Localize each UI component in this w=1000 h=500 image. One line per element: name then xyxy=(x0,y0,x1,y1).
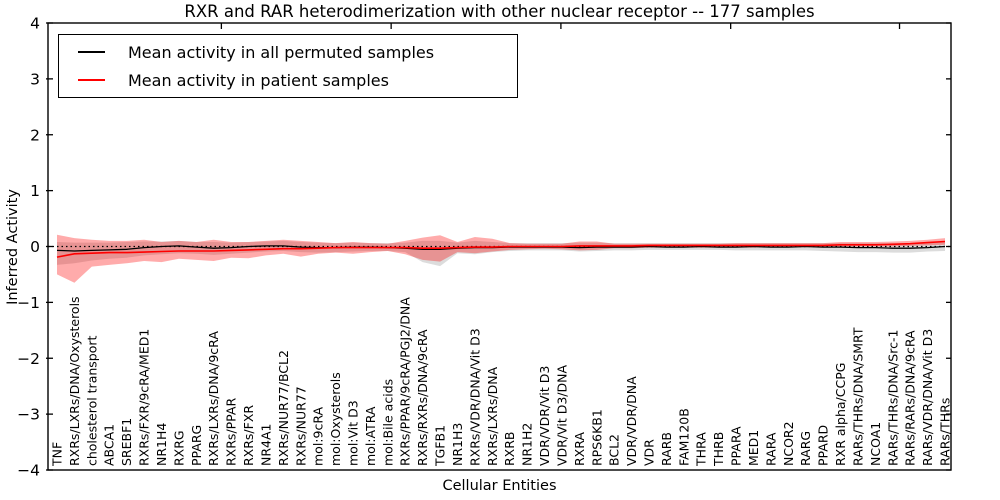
y-tick-label: −3 xyxy=(17,406,40,424)
x-category-label: mol:9cRA xyxy=(311,406,326,466)
x-category-label: FAM120B xyxy=(676,408,691,466)
y-tick-label: −4 xyxy=(17,462,40,480)
x-category-label: PPARD xyxy=(816,425,831,466)
x-category-label: RXRs/LXRs/DNA/9cRA xyxy=(206,331,221,466)
legend-line-swatch-red xyxy=(78,79,105,81)
x-category-label: RARG xyxy=(798,431,813,466)
x-category-label: VDR/Vit D3/DNA xyxy=(554,365,569,466)
legend-line-swatch-black xyxy=(78,51,105,53)
x-category-label: VDR/VDR/Vit D3 xyxy=(537,366,552,466)
x-category-label: RARA xyxy=(763,432,778,466)
x-category-label: VDR/VDR/DNA xyxy=(624,376,639,466)
x-category-label: RXRs/PPAR/9cRA/PGJ2/DNA xyxy=(398,297,413,466)
x-category-label: RXRs/LXRs/DNA/Oxysterols xyxy=(67,296,82,466)
legend-item-permuted: Mean activity in all permuted samples xyxy=(59,39,517,65)
legend-label: Mean activity in patient samples xyxy=(128,70,389,90)
x-category-label: NCOR2 xyxy=(781,421,796,466)
legend-item-patient: Mean activity in patient samples xyxy=(59,67,517,93)
x-category-label: NR1H3 xyxy=(450,423,465,466)
x-category-label: mol:Vit D3 xyxy=(346,400,361,466)
x-category-label: THRB xyxy=(711,432,726,467)
x-category-label: NR1H4 xyxy=(154,423,169,466)
x-category-label: RXRs/VDR/DNA/Vit D3 xyxy=(467,328,482,466)
x-category-label: mol:Bile acids xyxy=(380,379,395,466)
x-category-label: RXRB xyxy=(502,431,517,466)
x-category-label: RARs/THRs/DNA/SMRT xyxy=(850,327,865,466)
x-category-label: NR1H2 xyxy=(520,423,535,466)
patient-range-band xyxy=(57,234,945,283)
x-category-label: SREBF1 xyxy=(119,418,134,466)
y-tick-label: 0 xyxy=(30,238,40,256)
x-category-label: TGFB1 xyxy=(433,425,448,467)
x-category-label: RXRs/RXRs/DNA/9cRA xyxy=(415,329,430,466)
y-tick-label: 1 xyxy=(30,182,40,200)
x-category-label: RXRG xyxy=(171,430,186,466)
legend: Mean activity in all permuted samples Me… xyxy=(58,34,518,98)
legend-label: Mean activity in all permuted samples xyxy=(128,42,435,62)
x-category-label: mol:ATRA xyxy=(363,406,378,466)
x-category-label: RXR alpha/CCPG xyxy=(833,363,848,466)
x-category-label: RXRA xyxy=(572,432,587,466)
x-category-label: RXRs/PPAR xyxy=(224,398,239,466)
x-category-label: cholesterol transport xyxy=(84,335,99,466)
x-category-label: RARB xyxy=(659,432,674,466)
y-tick-label: −1 xyxy=(17,294,40,312)
x-category-label: NR4A1 xyxy=(258,424,273,467)
x-category-label: MED1 xyxy=(746,430,761,466)
x-category-label: NCOA1 xyxy=(868,422,883,466)
patient-mean-line xyxy=(56,240,946,258)
x-axis-title: Cellular Entities xyxy=(442,478,557,494)
y-tick-label: 3 xyxy=(30,70,40,88)
x-category-label: ABCA1 xyxy=(102,424,117,466)
x-category-label: VDR xyxy=(642,439,657,466)
x-category-label: RARs/THRs/DNA/Src-1 xyxy=(885,330,900,466)
y-axis-title: Inferred Activity xyxy=(5,189,21,305)
chart-title: RXR and RAR heterodimerization with othe… xyxy=(184,2,815,21)
x-category-label: RXRs/NUR77/BCL2 xyxy=(276,350,291,466)
x-category-label: PPARA xyxy=(729,426,744,466)
x-category-label: RPS6KB1 xyxy=(589,409,604,466)
x-category-label: mol:Oxysterols xyxy=(328,372,343,466)
x-category-label: RXRs/NUR77 xyxy=(293,386,308,466)
x-category-label: RXRs/LXRs/DNA xyxy=(485,366,500,466)
x-category-label: RARs/THRs xyxy=(938,398,953,466)
x-category-label: RARs/RARs/DNA/9cRA xyxy=(903,330,918,466)
y-tick-label: −2 xyxy=(17,350,40,368)
y-tick-label: 4 xyxy=(30,15,40,33)
x-category-label: BCL2 xyxy=(607,434,622,466)
x-category-label: RXRs/FXR/9cRA/MED1 xyxy=(137,329,152,466)
x-category-label: TNF xyxy=(50,442,65,467)
x-category-label: RXRs/FXR xyxy=(241,405,256,466)
y-tick-label: 2 xyxy=(30,126,40,144)
x-category-label: RARs/VDR/DNA/Vit D3 xyxy=(920,329,935,466)
x-category-label: THRA xyxy=(694,432,709,467)
x-category-label: PPARG xyxy=(189,425,204,466)
